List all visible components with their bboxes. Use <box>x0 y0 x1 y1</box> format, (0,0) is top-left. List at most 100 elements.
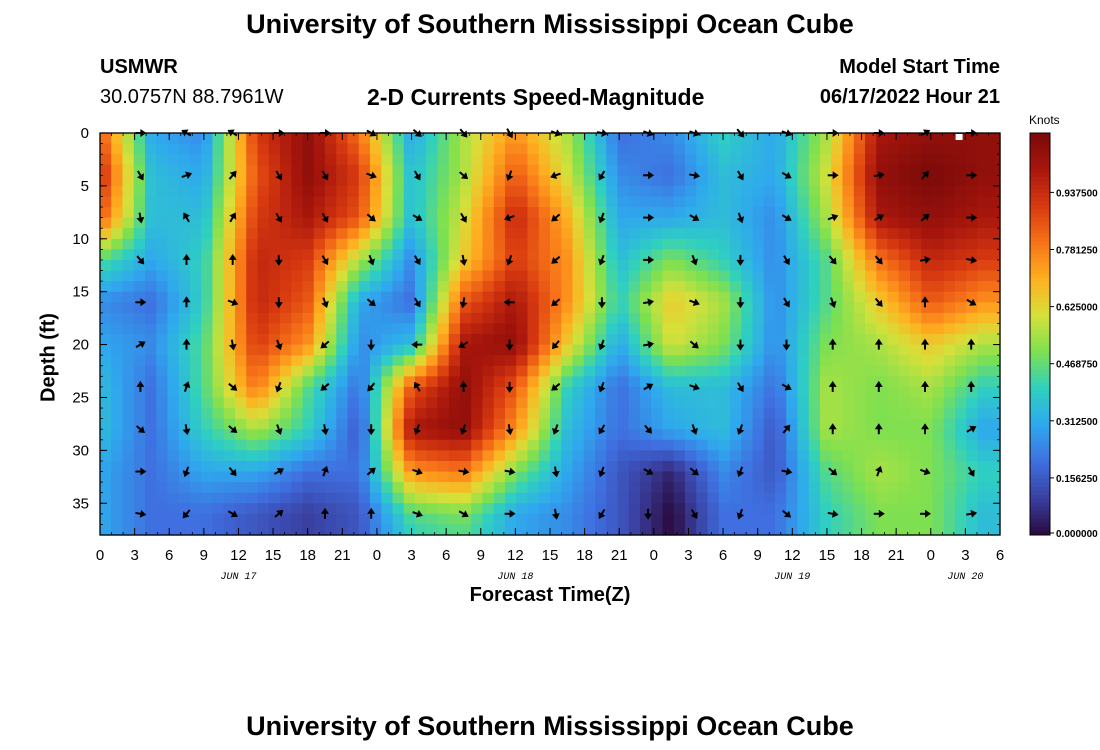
heatmap-cell <box>167 513 180 526</box>
heatmap-cell <box>178 492 191 504</box>
heatmap-cell <box>977 259 990 272</box>
heatmap-cell <box>133 259 146 272</box>
heatmap-cell <box>898 238 911 250</box>
heatmap-cell <box>842 143 855 155</box>
heatmap-cell <box>448 207 461 219</box>
heatmap-cell <box>493 524 506 536</box>
heatmap-cell <box>628 397 641 409</box>
heatmap-cell <box>527 312 540 325</box>
heatmap-cell <box>403 217 416 229</box>
heatmap-cell <box>223 185 236 198</box>
heatmap-cell <box>437 334 450 346</box>
heatmap-cell <box>403 376 416 388</box>
heatmap-cell <box>977 344 990 356</box>
heatmap-cell <box>628 164 641 176</box>
heatmap-cell <box>415 291 427 303</box>
heatmap-cell <box>347 439 360 451</box>
heatmap-cell <box>527 185 540 198</box>
heatmap-cell <box>887 334 900 346</box>
current-arrow <box>736 212 745 224</box>
current-arrow <box>413 424 422 435</box>
heatmap-cell <box>313 196 326 208</box>
heatmap-cell <box>572 418 585 430</box>
heatmap-cell <box>122 217 135 229</box>
heatmap-cell <box>820 471 832 483</box>
heatmap-cell <box>988 154 1001 166</box>
y-axis-label: Depth (ft) <box>37 313 60 402</box>
heatmap-cell <box>201 450 214 462</box>
heatmap-cell <box>145 164 157 176</box>
current-arrow <box>875 465 883 477</box>
heatmap-cell <box>842 228 855 240</box>
heatmap-cell <box>370 217 382 229</box>
heatmap-cell <box>651 323 664 335</box>
heatmap-cell <box>516 291 529 303</box>
heatmap-cell <box>223 143 236 155</box>
current-arrow <box>690 424 698 435</box>
heatmap-cell <box>707 175 720 187</box>
heatmap-cell <box>482 259 495 272</box>
heatmap-cell <box>606 228 619 240</box>
heatmap-cell <box>212 259 225 272</box>
heatmap-cell <box>280 439 292 451</box>
current-arrow <box>643 213 655 222</box>
heatmap-cell <box>358 376 371 388</box>
colorbar-segment <box>1030 273 1050 279</box>
model-start-marker <box>955 134 963 140</box>
heatmap-cell <box>111 281 124 293</box>
heatmap-cell <box>696 450 709 462</box>
heatmap-cell <box>516 471 529 483</box>
colorbar-segment <box>1030 145 1050 150</box>
heatmap-cell <box>775 175 787 187</box>
current-arrow <box>136 380 145 392</box>
heatmap-cell <box>977 524 990 536</box>
heatmap-cell <box>212 196 225 208</box>
heatmap-cell <box>763 312 776 325</box>
current-arrow <box>781 383 792 391</box>
heatmap-cell <box>977 154 990 166</box>
heatmap-cell <box>673 503 686 515</box>
heatmap-cell <box>865 323 877 335</box>
heatmap-cell <box>167 386 180 399</box>
heatmap-cell <box>966 365 979 377</box>
heatmap-cell <box>505 323 517 335</box>
heatmap-cell <box>763 503 776 515</box>
heatmap-cell <box>122 270 135 282</box>
heatmap-cell <box>640 217 652 229</box>
heatmap-cell <box>505 143 517 155</box>
heatmap-cell <box>505 386 517 399</box>
heatmap-cell <box>876 185 889 198</box>
current-arrow <box>689 214 700 222</box>
heatmap-cell <box>212 185 225 198</box>
current-arrow <box>459 254 468 266</box>
heatmap-cell <box>808 334 821 346</box>
heatmap-cell <box>527 302 540 314</box>
heatmap-cell <box>943 376 956 388</box>
heatmap-cell <box>111 376 124 388</box>
heatmap-cell <box>887 164 900 176</box>
heatmap-cell <box>156 154 169 166</box>
heatmap-cell <box>437 175 450 187</box>
heatmap-cell <box>392 439 405 451</box>
current-arrow <box>551 255 561 264</box>
heatmap-cell <box>167 408 180 420</box>
heatmap-cell <box>437 249 450 261</box>
heatmap-cell <box>820 365 832 377</box>
heatmap-cell <box>235 133 247 145</box>
heatmap-cell <box>336 196 349 208</box>
heatmap-cell <box>516 386 529 399</box>
heatmap-cell <box>583 376 596 388</box>
heatmap-cell <box>977 291 990 303</box>
heatmap-cell <box>100 418 112 430</box>
heatmap-cell <box>268 397 281 409</box>
heatmap-cell <box>966 249 979 261</box>
current-arrow <box>135 509 147 518</box>
heatmap-cell <box>403 471 416 483</box>
x-tick-label: 15 <box>542 547 559 564</box>
heatmap-cell <box>853 312 866 325</box>
heatmap-cell <box>595 513 607 526</box>
heatmap-cell <box>471 259 484 272</box>
heatmap-cell <box>876 164 889 176</box>
heatmap-cell <box>628 376 641 388</box>
heatmap-cell <box>505 450 517 462</box>
